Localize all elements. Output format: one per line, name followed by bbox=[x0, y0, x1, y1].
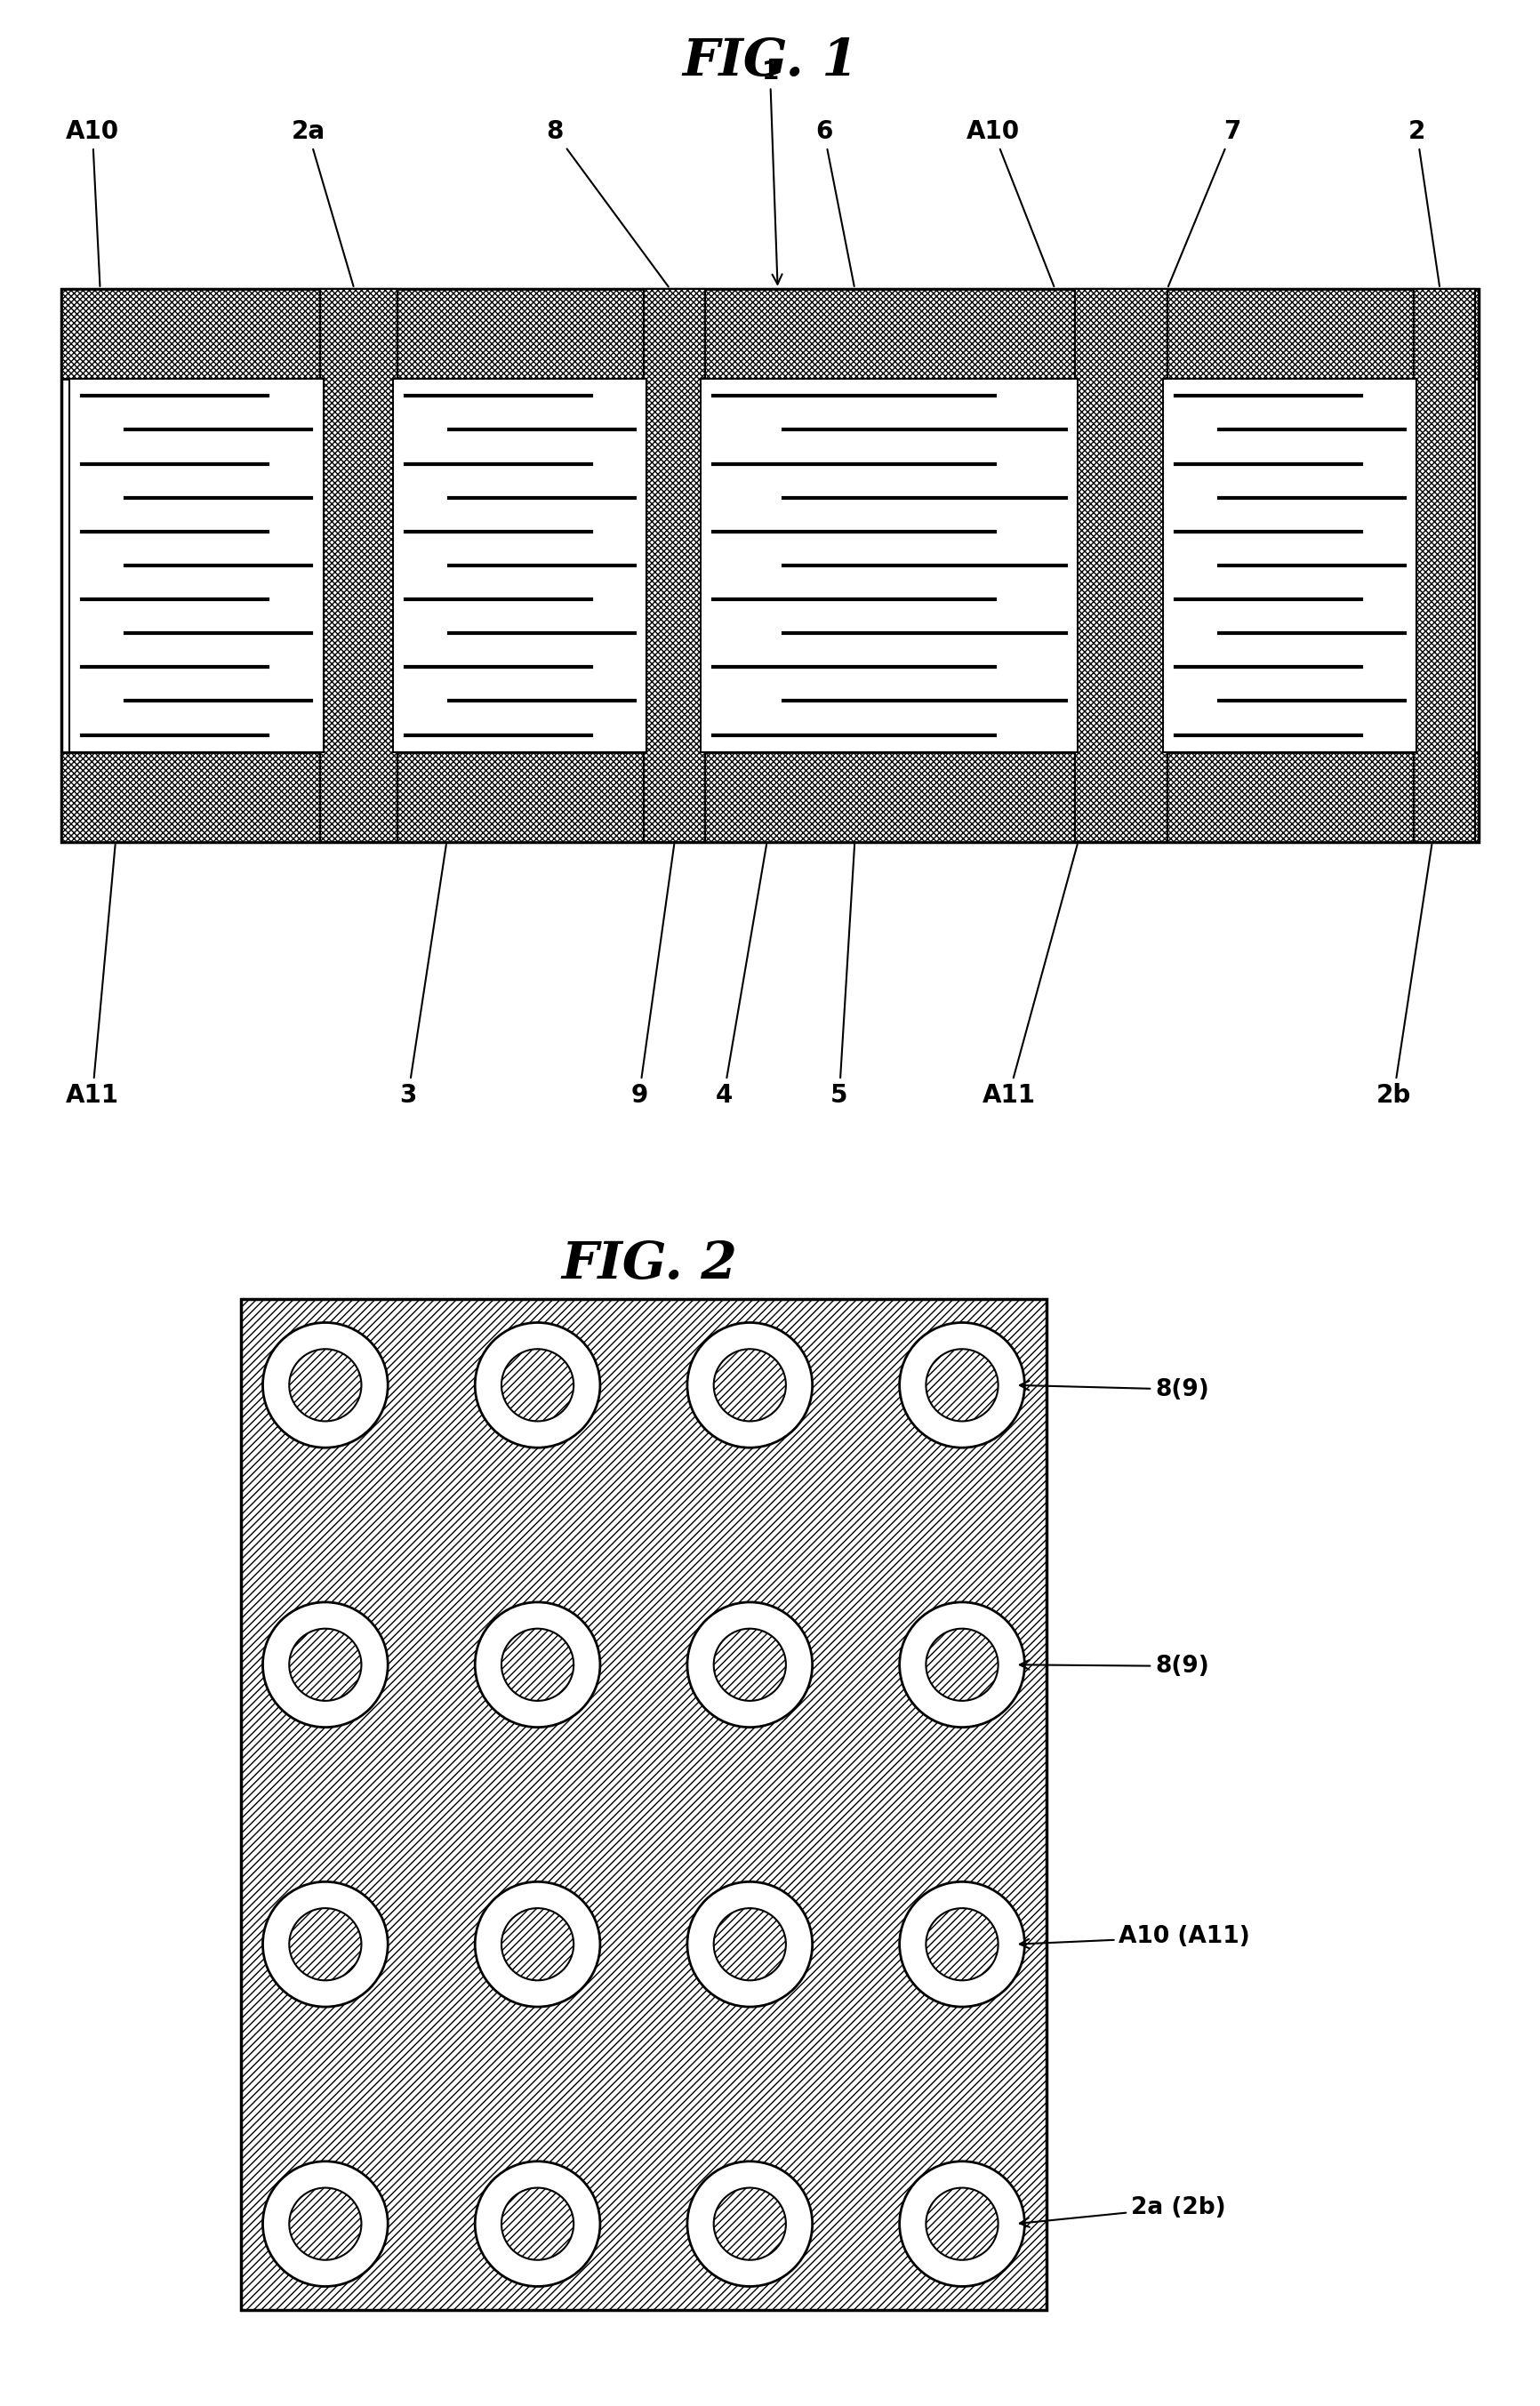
Bar bbox=[1163, 378, 1417, 751]
Bar bbox=[320, 289, 397, 842]
Text: A11: A11 bbox=[983, 845, 1078, 1107]
Circle shape bbox=[687, 1602, 813, 1728]
Circle shape bbox=[263, 1602, 388, 1728]
Bar bbox=[69, 378, 323, 751]
Circle shape bbox=[290, 2187, 362, 2259]
Circle shape bbox=[687, 1881, 813, 2007]
Text: 4: 4 bbox=[715, 845, 767, 1107]
Circle shape bbox=[713, 1908, 785, 1980]
Circle shape bbox=[899, 1602, 1024, 1728]
Circle shape bbox=[502, 1908, 573, 1980]
Bar bbox=[62, 289, 1478, 842]
Bar bbox=[240, 1299, 1047, 2310]
Circle shape bbox=[926, 1629, 998, 1701]
Text: 8(9): 8(9) bbox=[1019, 1379, 1209, 1400]
Text: 2a (2b): 2a (2b) bbox=[1019, 2197, 1226, 2228]
Circle shape bbox=[474, 2161, 601, 2286]
Circle shape bbox=[899, 1323, 1024, 1448]
Circle shape bbox=[713, 1629, 785, 1701]
Bar bbox=[1414, 289, 1475, 842]
Bar bbox=[1075, 289, 1167, 842]
Bar bbox=[1414, 289, 1475, 842]
Bar bbox=[644, 289, 705, 842]
Circle shape bbox=[263, 1881, 388, 2007]
Bar bbox=[320, 289, 397, 842]
Circle shape bbox=[926, 1350, 998, 1422]
Circle shape bbox=[687, 2161, 813, 2286]
Circle shape bbox=[502, 1350, 573, 1422]
Text: 6: 6 bbox=[815, 120, 855, 286]
Circle shape bbox=[899, 2161, 1024, 2286]
Circle shape bbox=[926, 1908, 998, 1980]
Text: 9: 9 bbox=[630, 845, 675, 1107]
Circle shape bbox=[290, 1629, 362, 1701]
Text: 8: 8 bbox=[545, 120, 668, 286]
Text: 1: 1 bbox=[761, 60, 782, 284]
Bar bbox=[62, 289, 1478, 378]
Text: 3: 3 bbox=[399, 845, 447, 1107]
Text: 8(9): 8(9) bbox=[1019, 1655, 1209, 1677]
Text: FIG. 1: FIG. 1 bbox=[682, 36, 858, 87]
Circle shape bbox=[263, 2161, 388, 2286]
Text: A10: A10 bbox=[967, 120, 1053, 286]
Bar bbox=[62, 289, 1478, 378]
Text: A11: A11 bbox=[66, 845, 119, 1107]
Circle shape bbox=[713, 2187, 785, 2259]
Circle shape bbox=[502, 2187, 573, 2259]
Text: 7: 7 bbox=[1169, 120, 1241, 286]
Text: A10: A10 bbox=[66, 120, 119, 286]
Circle shape bbox=[474, 1881, 601, 2007]
Circle shape bbox=[687, 1323, 813, 1448]
Text: A10 (A11): A10 (A11) bbox=[1019, 1925, 1250, 1949]
Text: 2: 2 bbox=[1408, 120, 1440, 286]
Text: 5: 5 bbox=[830, 845, 855, 1107]
Text: FIG. 2: FIG. 2 bbox=[562, 1239, 738, 1290]
Circle shape bbox=[474, 1323, 601, 1448]
Bar bbox=[393, 378, 647, 751]
Circle shape bbox=[899, 1881, 1024, 2007]
Circle shape bbox=[263, 1323, 388, 1448]
Circle shape bbox=[290, 1350, 362, 1422]
Text: 2b: 2b bbox=[1377, 845, 1432, 1107]
Bar bbox=[1075, 289, 1167, 842]
Bar bbox=[644, 289, 705, 842]
Bar bbox=[701, 378, 1078, 751]
Text: 2a: 2a bbox=[291, 120, 354, 286]
Circle shape bbox=[290, 1908, 362, 1980]
Circle shape bbox=[926, 2187, 998, 2259]
Circle shape bbox=[502, 1629, 573, 1701]
Bar bbox=[62, 751, 1478, 842]
Bar bbox=[62, 751, 1478, 842]
Circle shape bbox=[474, 1602, 601, 1728]
Circle shape bbox=[713, 1350, 785, 1422]
